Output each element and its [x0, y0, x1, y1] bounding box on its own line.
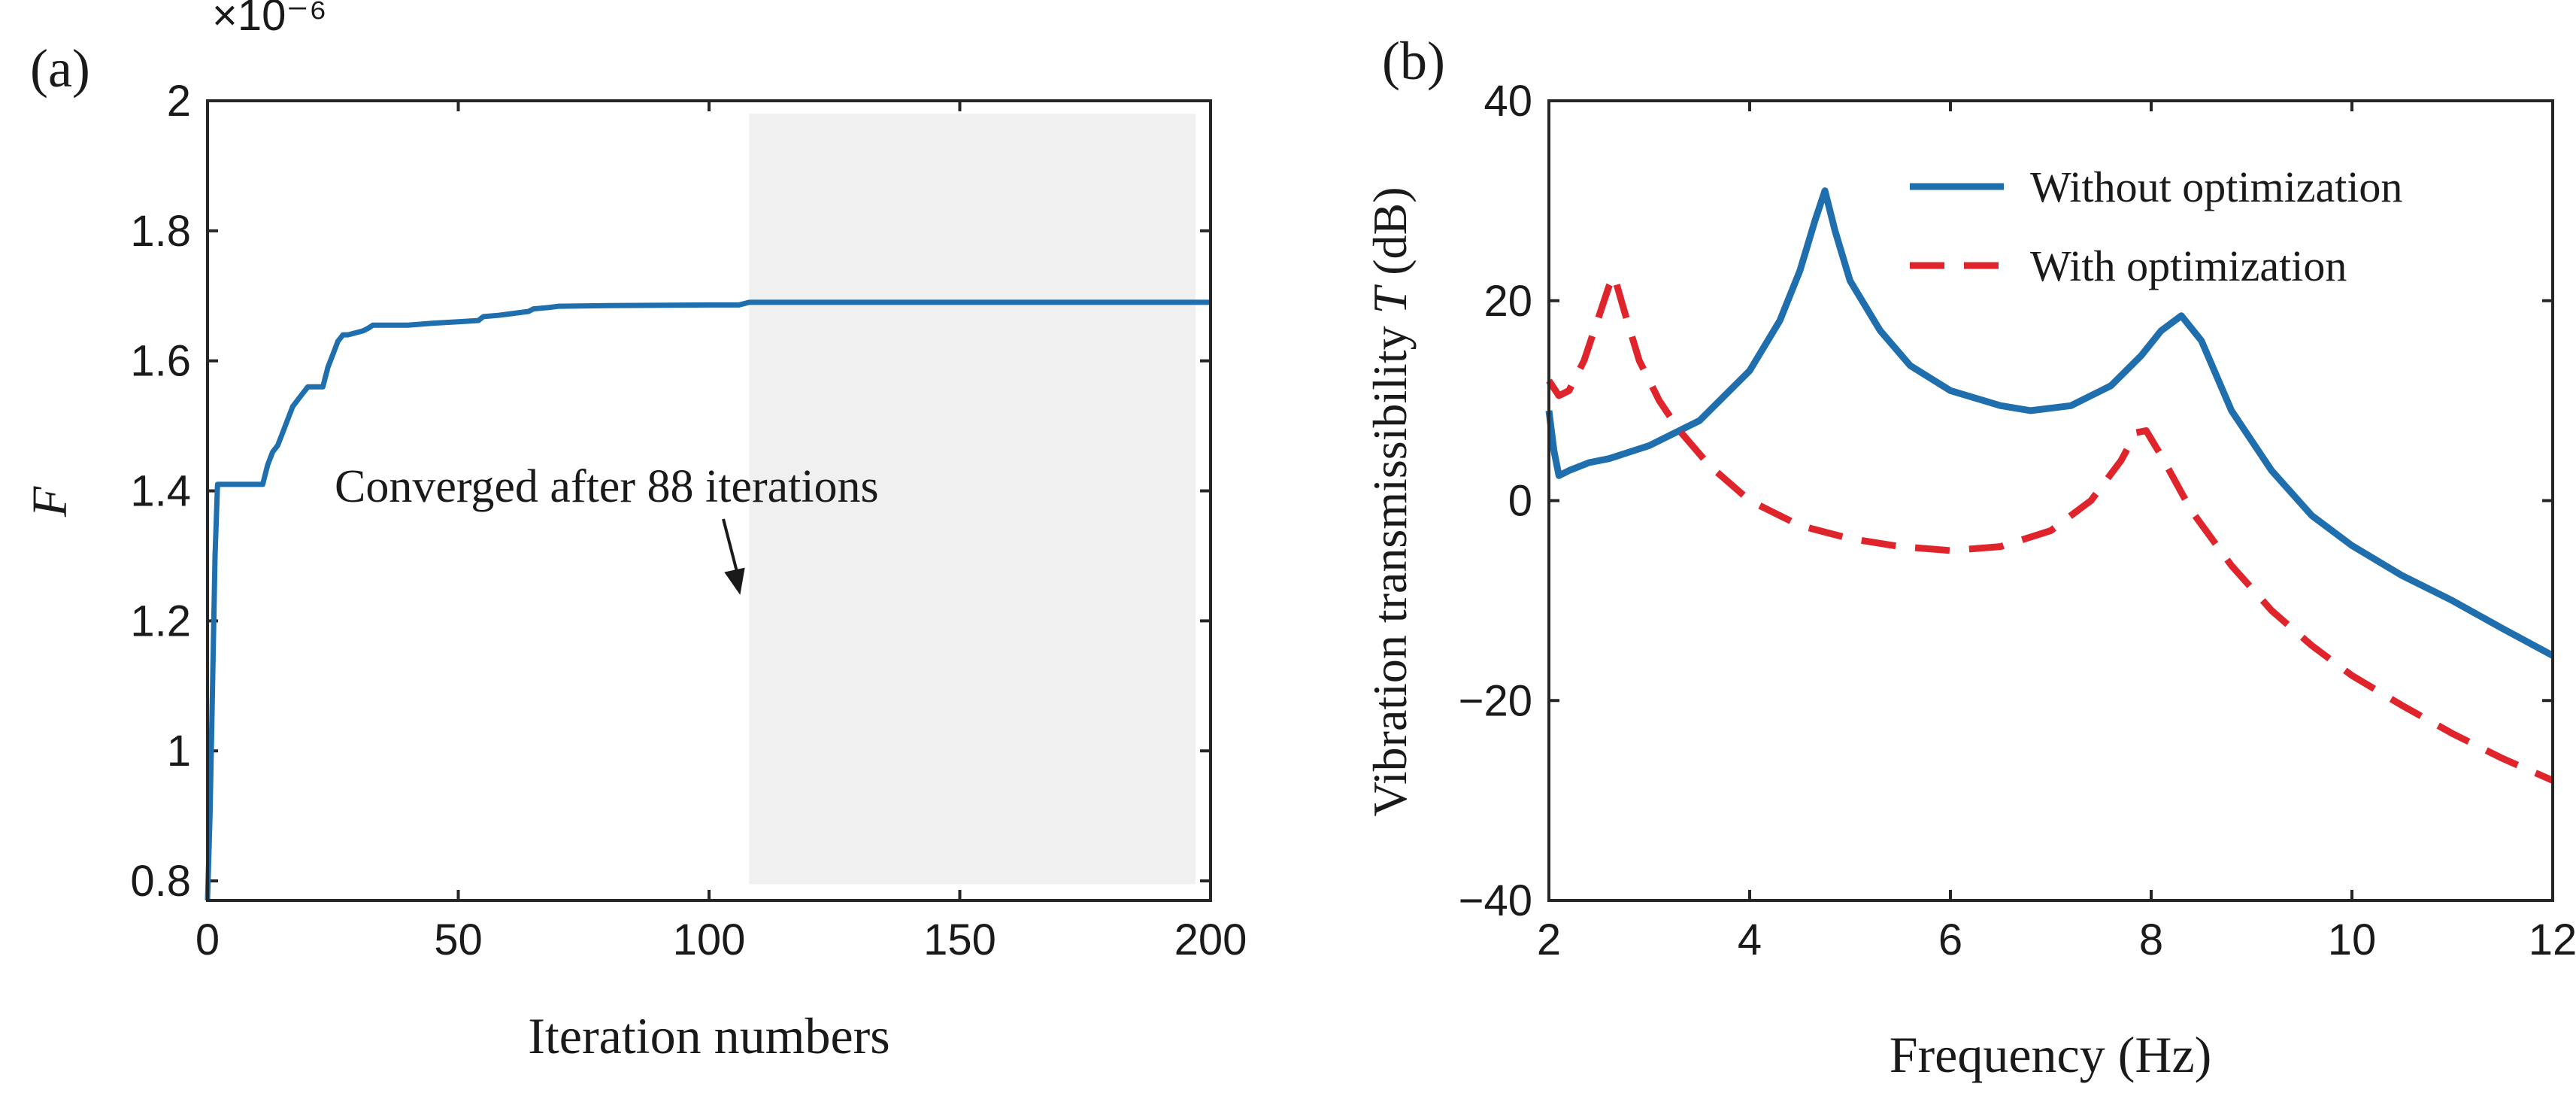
convergence-annotation: Converged after 88 iterations [335, 461, 879, 512]
x-tick-label: 4 [1738, 915, 1762, 964]
x-tick-label: 50 [434, 915, 483, 964]
y-tick-label: 1.8 [130, 207, 191, 256]
panel-a-x-tick-labels: 0 50 100 150 200 [195, 915, 1247, 964]
panel-b-x-axis-label: Frequency (Hz) [1890, 1026, 2212, 1083]
x-tick-label: 10 [2328, 915, 2377, 964]
x-tick-label: 0 [195, 915, 220, 964]
series-with-optimization-line [1546, 272, 2554, 784]
x-tick-label: 200 [1174, 915, 1247, 964]
converged-shaded-region [749, 114, 1196, 885]
x-tick-label: 8 [2139, 915, 2163, 964]
panel-a-x-axis-label: Iteration numbers [528, 1007, 890, 1064]
panel-b-y-axis-label-symbol: T [1363, 284, 1417, 314]
legend: Without optimization With optimization [1910, 162, 2402, 290]
y-tick-label: 40 [1483, 77, 1532, 126]
panel-a-y-tick-labels: 0.8 1 1.2 1.4 1.6 1.8 2 [130, 77, 191, 906]
panel-a-label: (a) [30, 38, 90, 99]
legend-label-without-optimization: Without optimization [2030, 162, 2402, 211]
y-tick-label: −20 [1459, 676, 1532, 725]
x-tick-label: 2 [1537, 915, 1561, 964]
y-tick-label: 0 [1508, 477, 1532, 526]
panel-a-exponent: ×10⁻⁶ [212, 0, 327, 40]
panel-a: (a) ×10⁻⁶ 0 50 100 150 200 0.8 1 1.2 1.4 1.6 1.8 2… [23, 0, 1247, 1064]
panel-b-y-tick-labels: −40 −20 0 20 40 [1459, 77, 1532, 925]
panel-b-axes-box [1547, 99, 2554, 902]
panel-b-label: (b) [1382, 31, 1445, 91]
x-tick-label: 100 [673, 915, 746, 964]
y-tick-label: −40 [1459, 876, 1532, 925]
series-f-line [205, 299, 1211, 901]
y-tick-label: 1.4 [130, 467, 191, 516]
panel-a-axes-box [206, 99, 1212, 902]
x-tick-label: 150 [923, 915, 996, 964]
y-tick-label: 1.2 [130, 597, 191, 645]
series-without-optimization-line [1545, 187, 2555, 659]
y-tick-label: 0.8 [130, 857, 191, 906]
panel-b-y-axis-label-suffix: (dB) [1363, 187, 1417, 287]
x-tick-label: 12 [2529, 915, 2576, 964]
y-tick-label: 20 [1483, 277, 1532, 326]
panel-b-x-tick-labels: 2 4 6 8 10 12 [1537, 915, 2576, 964]
panel-b-ticks [1547, 99, 2554, 902]
panel-b: (b) 2 4 6 8 10 12 −40 −20 0 20 40 Without optimiz… [1363, 31, 2576, 1083]
panel-b-y-axis-label: Vibration transmissibility T (dB) [1363, 187, 1417, 816]
x-tick-label: 6 [1938, 915, 1962, 964]
legend-label-with-optimization: With optimization [2030, 241, 2347, 290]
panel-a-y-axis-label: F [23, 486, 77, 518]
y-tick-label: 1.6 [130, 337, 191, 386]
annotation-arrow-head [724, 567, 745, 595]
y-tick-label: 2 [167, 77, 191, 126]
panel-b-y-axis-label-prefix: Vibration transmissibility [1363, 314, 1417, 816]
y-tick-label: 1 [167, 727, 191, 776]
